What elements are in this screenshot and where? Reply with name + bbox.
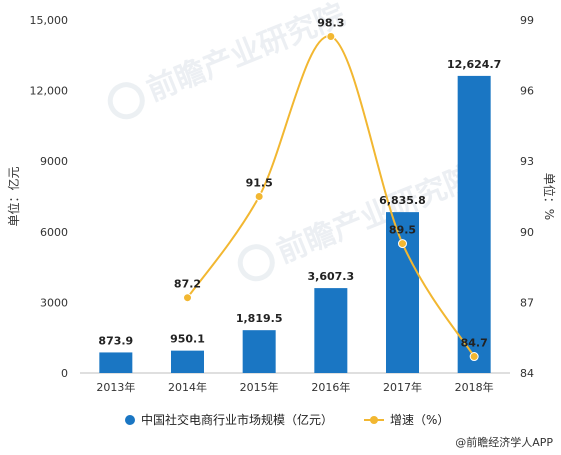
watermark-icon [237,244,275,282]
line-value-label: 84.7 [461,337,488,350]
y-right-tick-label: 87 [520,296,534,309]
bar [171,350,204,373]
y-axis-title: 单位：亿元 [6,166,21,226]
bar [386,212,419,373]
y-right-tick-label: 84 [520,367,534,380]
bar [457,75,491,373]
x-tick-label: 2018年 [455,380,494,394]
y-tick-label: 15,000 [30,14,69,27]
y-tick-label: 9000 [40,155,68,168]
line-point [254,192,264,201]
line-value-label: 87.2 [174,278,201,291]
bar-series [99,75,491,373]
y-right-tick-label: 93 [520,155,534,168]
axes: 0 3000 6000 9000 12,000 15,000 84 87 90 93 96 99 201… [6,14,557,394]
line-point [398,239,407,249]
line-value-label: 89.5 [389,224,416,237]
line-value-label: 91.5 [246,177,273,190]
bar-value-label: 3,607.3 [308,270,355,283]
bar-value-label: 6,835.8 [379,194,426,207]
line-value-label: 98.3 [317,16,344,29]
line-point [469,352,479,362]
watermark-icon [107,82,145,120]
watermark-logo: 前瞻产业研究院 [107,0,350,120]
legend-label-bar: 中国社交电商行业市场规模（亿元） [141,412,333,427]
watermark-text: 前瞻产业研究院 [272,159,480,270]
y-tick-label: 3000 [40,296,68,309]
x-tick-label: 2014年 [168,380,207,394]
bar-value-label: 12,624.7 [447,58,501,71]
x-tick-label: 2013年 [96,380,135,394]
line-point [183,293,192,303]
x-tick-label: 2017年 [383,380,422,394]
y-tick-label: 12,000 [30,85,69,98]
line-series [183,31,479,362]
bar [99,352,133,373]
x-tick-label: 2015年 [240,380,279,394]
y-tick-label: 6000 [40,226,68,239]
bar [314,288,348,373]
credit-text: @前瞻经济学人APP [455,435,553,449]
y-right-tick-label: 96 [520,85,534,98]
legend-marker-bar [125,415,135,425]
y-right-tick-label: 90 [520,226,534,239]
bar [242,330,276,373]
data-labels: 873.9 950.1 1,819.5 3,607.3 6,835.8 12,624.7 8… [98,16,501,349]
y-right-tick-label: 99 [520,14,534,27]
legend-label-line: 增速（%） [390,413,449,427]
legend: 中国社交电商行业市场规模（亿元） 增速（%） [125,412,449,427]
bar-value-label: 873.9 [98,334,133,347]
y-axis-right-title: 单位：% [542,173,557,220]
y-tick-label: 0 [61,367,68,380]
line-point [326,31,336,41]
bar-value-label: 950.1 [170,333,205,346]
legend-marker-dot [370,416,378,424]
bar-value-label: 1,819.5 [236,312,283,325]
x-tick-label: 2016年 [311,380,350,394]
